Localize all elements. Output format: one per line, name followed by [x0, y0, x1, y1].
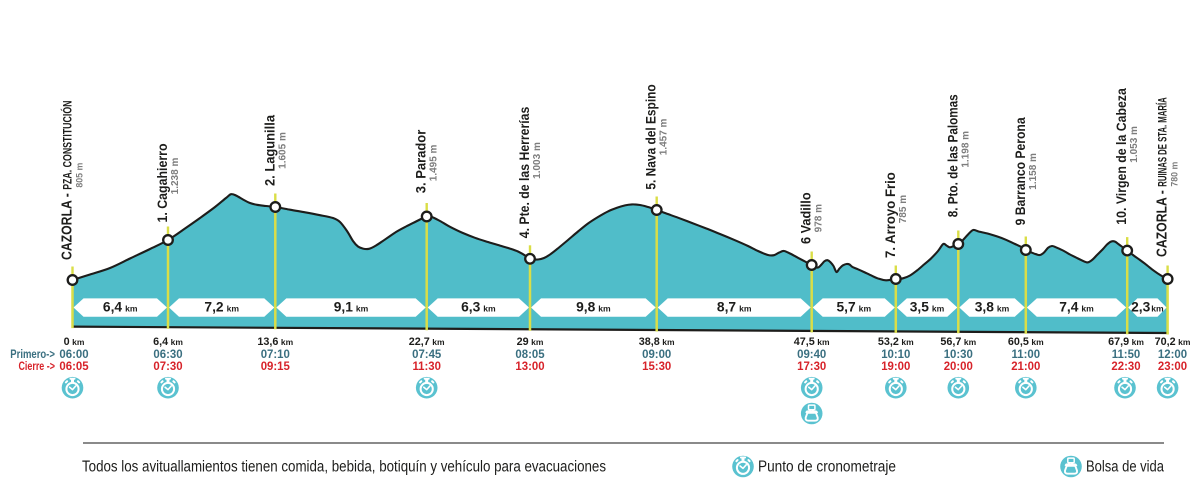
svg-text:Punto de cronometraje: Punto de cronometraje	[758, 459, 896, 476]
svg-text:9,1km: 9,1 km	[334, 300, 369, 315]
svg-text:1.605 m: 1.605 m	[277, 132, 288, 169]
svg-text:56,7km: 56,7 km	[940, 336, 976, 348]
svg-text:6,4km: 6,4 km	[103, 300, 138, 315]
svg-text:06:05: 06:05	[59, 359, 88, 373]
svg-text:07:45: 07:45	[412, 347, 441, 361]
svg-text:60,5km: 60,5 km	[1008, 336, 1044, 348]
svg-text:38,8km: 38,8 km	[639, 336, 675, 348]
svg-text:9,8km: 9,8 km	[576, 300, 611, 315]
svg-text:Primero->: Primero->	[10, 347, 55, 361]
svg-text:7,2km: 7,2 km	[204, 300, 239, 315]
svg-text:07:30: 07:30	[153, 359, 182, 373]
svg-text:07:10: 07:10	[261, 347, 290, 361]
svg-text:5. Nava del Espino: 5. Nava del Espino	[643, 84, 659, 189]
svg-text:1.158 m: 1.158 m	[1028, 153, 1039, 190]
svg-text:1.457 m: 1.457 m	[659, 118, 670, 155]
svg-text:0km: 0 km	[64, 336, 85, 348]
svg-text:Todos los avituallamientos tie: Todos los avituallamientos tienen comida…	[82, 459, 606, 476]
svg-text:978 m: 978 m	[814, 204, 825, 232]
svg-text:23:00: 23:00	[1158, 359, 1187, 373]
svg-text:22:30: 22:30	[1111, 359, 1140, 373]
svg-text:Bolsa de vida: Bolsa de vida	[1086, 459, 1164, 476]
svg-text:53,2km: 53,2 km	[878, 336, 914, 348]
svg-text:1.053 m: 1.053 m	[1129, 126, 1140, 163]
svg-text:12:00: 12:00	[1158, 347, 1187, 361]
svg-text:3,5km: 3,5 km	[910, 300, 945, 315]
svg-text:6,4km: 6,4 km	[153, 336, 183, 348]
svg-text:1. Cagahierro: 1. Cagahierro	[154, 144, 170, 223]
svg-text:17:30: 17:30	[797, 359, 826, 373]
svg-text:21:00: 21:00	[1011, 359, 1040, 373]
svg-text:09:40: 09:40	[797, 347, 826, 361]
svg-text:15:30: 15:30	[642, 359, 671, 373]
svg-text:CAZORLA - RUINAS DE STA. MARÍA: CAZORLA - RUINAS DE STA. MARÍA	[1154, 97, 1171, 257]
svg-text:67,9km: 67,9 km	[1108, 336, 1144, 348]
svg-text:2. Lagunilla: 2. Lagunilla	[261, 115, 277, 186]
svg-text:11:00: 11:00	[1012, 347, 1041, 361]
svg-text:06:30: 06:30	[153, 347, 182, 361]
svg-text:13,6km: 13,6 km	[257, 336, 293, 348]
svg-text:10:30: 10:30	[944, 347, 973, 361]
svg-text:CAZORLA - PZA. CONSTITUCIÓN: CAZORLA - PZA. CONSTITUCIÓN	[59, 101, 76, 261]
svg-text:19:00: 19:00	[881, 359, 910, 373]
svg-text:10:10: 10:10	[881, 347, 910, 361]
svg-text:10. Virgen de la Cabeza: 10. Virgen de la Cabeza	[1113, 88, 1129, 225]
svg-text:1.238 m: 1.238 m	[170, 158, 181, 195]
svg-text:785 m: 785 m	[898, 195, 909, 223]
svg-text:13:00: 13:00	[515, 359, 544, 373]
svg-text:6 Vadillo: 6 Vadillo	[798, 192, 814, 244]
svg-text:09:15: 09:15	[261, 359, 290, 373]
svg-text:7,4km: 7,4 km	[1059, 300, 1094, 315]
svg-text:805 m: 805 m	[75, 163, 85, 188]
svg-text:6,3km: 6,3 km	[461, 300, 496, 315]
svg-text:70,2km: 70,2 km	[1155, 336, 1191, 348]
svg-text:20:00: 20:00	[944, 359, 973, 373]
svg-text:11:30: 11:30	[412, 359, 441, 373]
svg-text:3. Parador: 3. Parador	[413, 129, 429, 193]
svg-text:1.003 m: 1.003 m	[532, 142, 543, 179]
svg-text:780 m: 780 m	[1170, 162, 1180, 187]
svg-text:47,5km: 47,5 km	[794, 336, 830, 348]
svg-text:09:00: 09:00	[642, 347, 671, 361]
svg-text:1.198 m: 1.198 m	[960, 131, 971, 168]
svg-text:08:05: 08:05	[515, 347, 544, 361]
svg-text:Cierre ->: Cierre ->	[19, 359, 55, 373]
svg-text:5,7km: 5,7 km	[836, 300, 871, 315]
svg-text:8. Pto. de las Palomas: 8. Pto. de las Palomas	[944, 94, 960, 217]
svg-text:9 Barranco Perona: 9 Barranco Perona	[1012, 117, 1028, 225]
svg-text:1.495 m: 1.495 m	[429, 144, 440, 181]
svg-text:7. Arroyo Frio: 7. Arroyo Frio	[882, 172, 898, 258]
svg-text:4. Pte. de las Herrerías: 4. Pte. de las Herrerías	[516, 106, 532, 238]
svg-text:06:00: 06:00	[59, 347, 88, 361]
svg-text:11:50: 11:50	[1112, 347, 1141, 361]
svg-text:8,7km: 8,7 km	[717, 300, 752, 315]
svg-text:22,7km: 22,7 km	[409, 336, 445, 348]
svg-text:2,3km: 2,3km	[1131, 300, 1164, 315]
svg-text:3,8km: 3,8 km	[975, 300, 1010, 315]
